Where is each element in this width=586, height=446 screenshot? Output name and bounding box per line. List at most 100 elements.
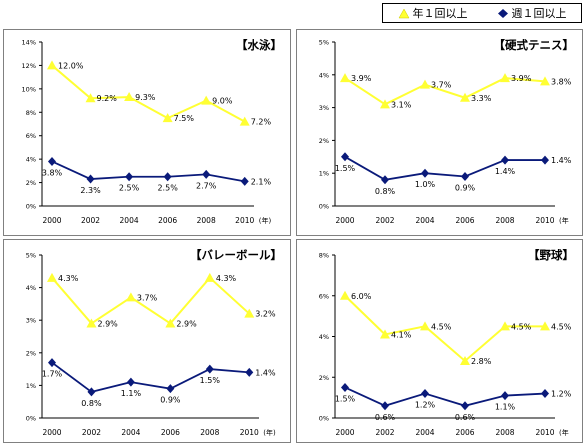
data-label-weekly: 1.1% (121, 389, 142, 398)
data-label-weekly: 2.5% (157, 184, 178, 193)
x-tick-label: 2002 (82, 428, 101, 437)
x-tick-label: 2000 (335, 216, 354, 225)
series-line-yearly (51, 276, 250, 325)
data-label-weekly: 0.9% (455, 183, 476, 192)
data-point-weekly (86, 174, 95, 184)
data-point-weekly (205, 364, 214, 374)
y-tick-label: 5% (26, 252, 36, 260)
data-label-yearly: 3.7% (431, 81, 452, 90)
data-point-weekly (125, 172, 134, 182)
x-tick-label: 2004 (121, 428, 140, 437)
data-point-yearly (125, 292, 136, 302)
chart-panel-swimming: 0% 2% 4% 6% 8% 10% 12% 14% 2000 2002 2004 2006 2008 2… (3, 29, 291, 236)
x-tick-label: 2010 (535, 216, 554, 225)
data-point-weekly (48, 358, 56, 368)
y-tick-label: 4% (319, 333, 329, 341)
y-tick-label: 5% (319, 39, 329, 47)
data-point-yearly (460, 92, 470, 102)
data-point-yearly (47, 272, 57, 282)
series-line-weekly (51, 160, 245, 183)
data-point-weekly (541, 389, 549, 399)
y-tick-label: 2% (319, 137, 329, 145)
x-tick-label: 2008 (197, 216, 216, 225)
data-label-yearly: 3.9% (351, 74, 372, 83)
data-label-yearly: 3.2% (255, 310, 276, 319)
x-tick-label: 2000 (335, 428, 354, 437)
chart-title-swimming: 【水泳】 (236, 38, 282, 52)
data-point-yearly (500, 73, 510, 83)
y-tick-label: 4% (26, 284, 36, 292)
data-label-yearly: 4.5% (551, 322, 572, 331)
data-label-weekly: 1.5% (335, 164, 356, 173)
data-label-yearly: 4.1% (391, 330, 412, 339)
data-point-weekly (501, 391, 509, 401)
series-line-weekly (51, 361, 250, 393)
chart-panel-baseball: 0% 2% 4% 6% 8% 2000 2002 2004 2006 2008 2010 (年 6.0%… (296, 239, 583, 443)
y-tick-label: 0% (319, 415, 329, 423)
y-tick-label: 12% (22, 62, 36, 70)
legend-entry-yearly: 年１回以上 (398, 5, 468, 21)
data-point-yearly (460, 355, 470, 365)
data-label-weekly: 1.4% (255, 368, 276, 377)
data-label-yearly: 6.0% (351, 292, 372, 301)
data-point-yearly (47, 60, 57, 70)
data-point-yearly (540, 76, 550, 86)
data-label-weekly: 2.3% (80, 186, 101, 195)
data-label-yearly: 4.3% (58, 274, 79, 283)
data-label-yearly: 4.5% (511, 322, 532, 331)
x-tick-label: 2006 (455, 428, 474, 437)
chart-panel-tennis: 0% 1% 2% 3% 4% 5% 2000 2002 2004 2006 2008 2010 (年 3.… (296, 29, 583, 236)
y-tick-label: 6% (319, 292, 329, 300)
chart-panel-volleyball: 0% 1% 2% 3% 4% 5% 2000 2002 2004 2006 2008 2010 (年) 4… (3, 239, 291, 443)
data-point-yearly (380, 329, 390, 339)
data-label-yearly: 9.0% (212, 97, 233, 106)
data-label-weekly: 0.9% (160, 396, 181, 405)
y-tick-label: 3% (26, 317, 36, 325)
legend: 年１回以上 週１回以上 (382, 3, 582, 23)
x-tick-label: 2008 (200, 428, 219, 437)
x-tick-label: 2002 (81, 216, 100, 225)
data-point-yearly (85, 93, 96, 103)
y-tick-label: 2% (26, 179, 36, 187)
data-label-yearly: 9.3% (135, 93, 156, 102)
x-tick-label: 2006 (455, 216, 474, 225)
chart-title-baseball: 【野球】 (528, 248, 574, 262)
data-label-weekly: 1.1% (495, 403, 516, 412)
data-label-yearly: 4.5% (431, 322, 452, 331)
y-tick-label: 2% (319, 374, 329, 382)
data-label-yearly: 7.5% (174, 114, 195, 123)
data-point-yearly (239, 116, 250, 126)
data-label-yearly: 3.1% (391, 100, 412, 109)
data-point-weekly (240, 176, 249, 186)
series-line-yearly (51, 64, 246, 123)
x-tick-label: 2004 (415, 216, 434, 225)
y-tick-label: 0% (26, 415, 36, 423)
y-tick-label: 1% (319, 170, 329, 178)
x-tick-label: 2004 (415, 428, 434, 437)
series-line-weekly (344, 156, 545, 181)
chart-svg-baseball: 0% 2% 4% 6% 8% 2000 2002 2004 2006 2008 2010 (年 6.0%… (319, 252, 572, 438)
data-point-weekly (163, 172, 172, 182)
data-label-yearly: 4.3% (216, 274, 237, 283)
data-point-yearly (162, 113, 173, 123)
x-axis-unit-label: (年 (559, 428, 569, 437)
data-label-yearly: 2.9% (176, 319, 197, 328)
triangle-marker-icon (398, 7, 409, 18)
x-tick-label: 2006 (161, 428, 180, 437)
data-point-yearly (340, 290, 350, 300)
y-tick-label: 0% (319, 203, 329, 211)
data-point-weekly (421, 389, 429, 399)
y-tick-label: 8% (319, 252, 329, 260)
y-tick-label: 8% (26, 109, 36, 117)
data-label-weekly: 3.8% (42, 168, 63, 177)
diamond-marker-icon (497, 8, 508, 18)
x-tick-label: 2008 (495, 428, 514, 437)
series-line-yearly (344, 295, 545, 363)
y-tick-label: 10% (22, 85, 36, 93)
x-tick-label: 2000 (42, 428, 61, 437)
data-point-weekly (501, 155, 509, 165)
data-label-yearly: 9.2% (97, 94, 118, 103)
chart-svg-tennis: 0% 1% 2% 3% 4% 5% 2000 2002 2004 2006 2008 2010 (年 3.… (319, 39, 572, 226)
data-label-weekly: 1.5% (200, 376, 221, 385)
